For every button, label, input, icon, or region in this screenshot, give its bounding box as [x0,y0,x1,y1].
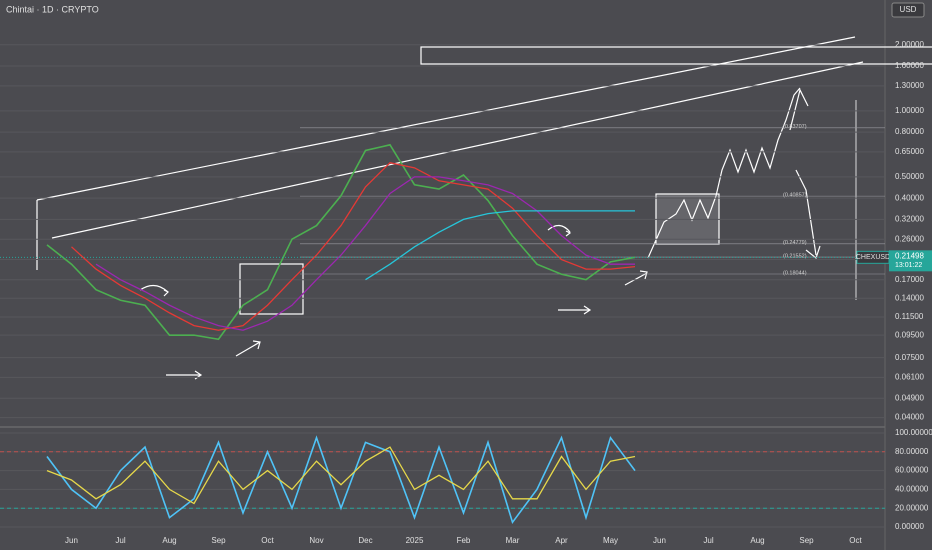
y-tick-label: 0.04000 [895,413,924,422]
y-tick-label: 1.30000 [895,81,924,90]
fib-label: (0.24779) [783,240,807,246]
y-tick-label: 1.60000 [895,61,924,70]
x-tick-label: Aug [162,536,176,545]
x-tick-label: Feb [457,536,471,545]
y-tick-label: 0.00000 [895,522,924,531]
currency: USD [900,5,917,14]
chart-header: Chintai · 1D · CRYPTO [6,4,99,14]
y-tick-label: 0.40000 [895,193,924,202]
x-tick-label: Oct [261,536,274,545]
y-tick-label: 0.26000 [895,234,924,243]
y-tick-label: 0.14000 [895,293,924,302]
x-tick-label: 2025 [406,536,424,545]
y-tick-label: 0.50000 [895,172,924,181]
series-line [46,446,636,505]
currency-box [891,2,925,18]
y-tick-label: 100.00000 [895,428,932,437]
x-tick-label: Sep [211,536,226,545]
y-tick-label: 0.32000 [895,215,924,224]
series-line [95,176,635,331]
x-tick-label: Jun [65,536,78,545]
fib-label: (0.21552) [783,254,807,260]
x-tick-label: May [603,536,618,545]
y-tick-label: 40.00000 [895,485,929,494]
y-tick-label: 80.00000 [895,447,929,456]
y-tick-label: 60.00000 [895,466,929,475]
countdown: 13:01:22 [895,262,922,269]
y-tick-label: 0.80000 [895,127,924,136]
x-tick-label: Oct [849,536,862,545]
y-tick-label: 2.00000 [895,40,924,49]
y-tick-label: 0.65000 [895,147,924,156]
x-tick-label: Jul [703,536,713,545]
series-line [365,210,635,281]
y-tick-label: 1.00000 [895,106,924,115]
x-tick-label: Dec [358,536,372,545]
x-tick-label: Jun [653,536,666,545]
fib-label: (0.83707) [783,124,807,130]
x-tick-label: Sep [799,536,814,545]
price-value: 0.21498 [895,251,924,260]
y-tick-label: 0.07500 [895,353,924,362]
fib-label: (0.18044) [783,270,807,276]
y-tick-label: 0.04900 [895,393,924,402]
x-tick-label: Jul [115,536,125,545]
y-tick-label: 0.17000 [895,275,924,284]
y-tick-label: 0.11500 [895,312,924,321]
x-tick-label: Nov [309,536,323,545]
price-tag [889,250,932,272]
y-tick-label: 20.00000 [895,503,929,512]
series-line [71,162,636,331]
fib-label: (0.40857) [783,193,807,199]
symbol: CHEXUSD [856,254,890,261]
series-line [46,143,636,341]
x-tick-label: Aug [750,536,764,545]
y-tick-label: 0.09500 [895,330,924,339]
x-tick-label: Apr [555,536,568,545]
y-tick-label: 0.06100 [895,372,924,381]
series-line [46,435,636,525]
x-tick-label: Mar [506,536,520,545]
